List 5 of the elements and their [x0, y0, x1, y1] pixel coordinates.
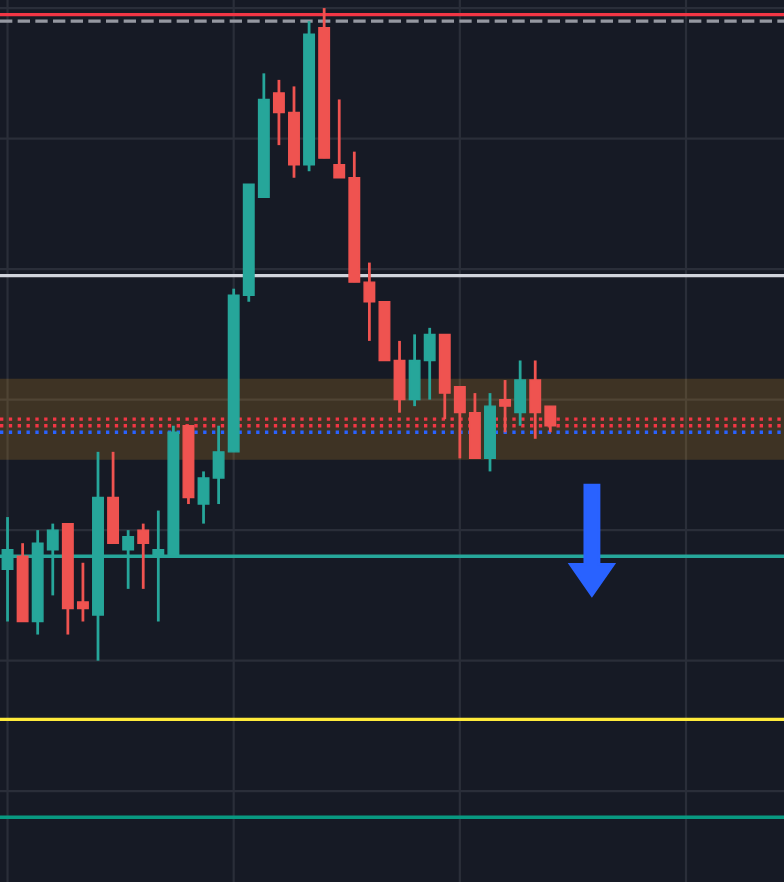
candlestick: [514, 359, 527, 428]
candlestick: [499, 378, 512, 434]
candlestick: [137, 522, 150, 591]
candlestick: [107, 450, 120, 545]
candlestick: [393, 339, 406, 415]
